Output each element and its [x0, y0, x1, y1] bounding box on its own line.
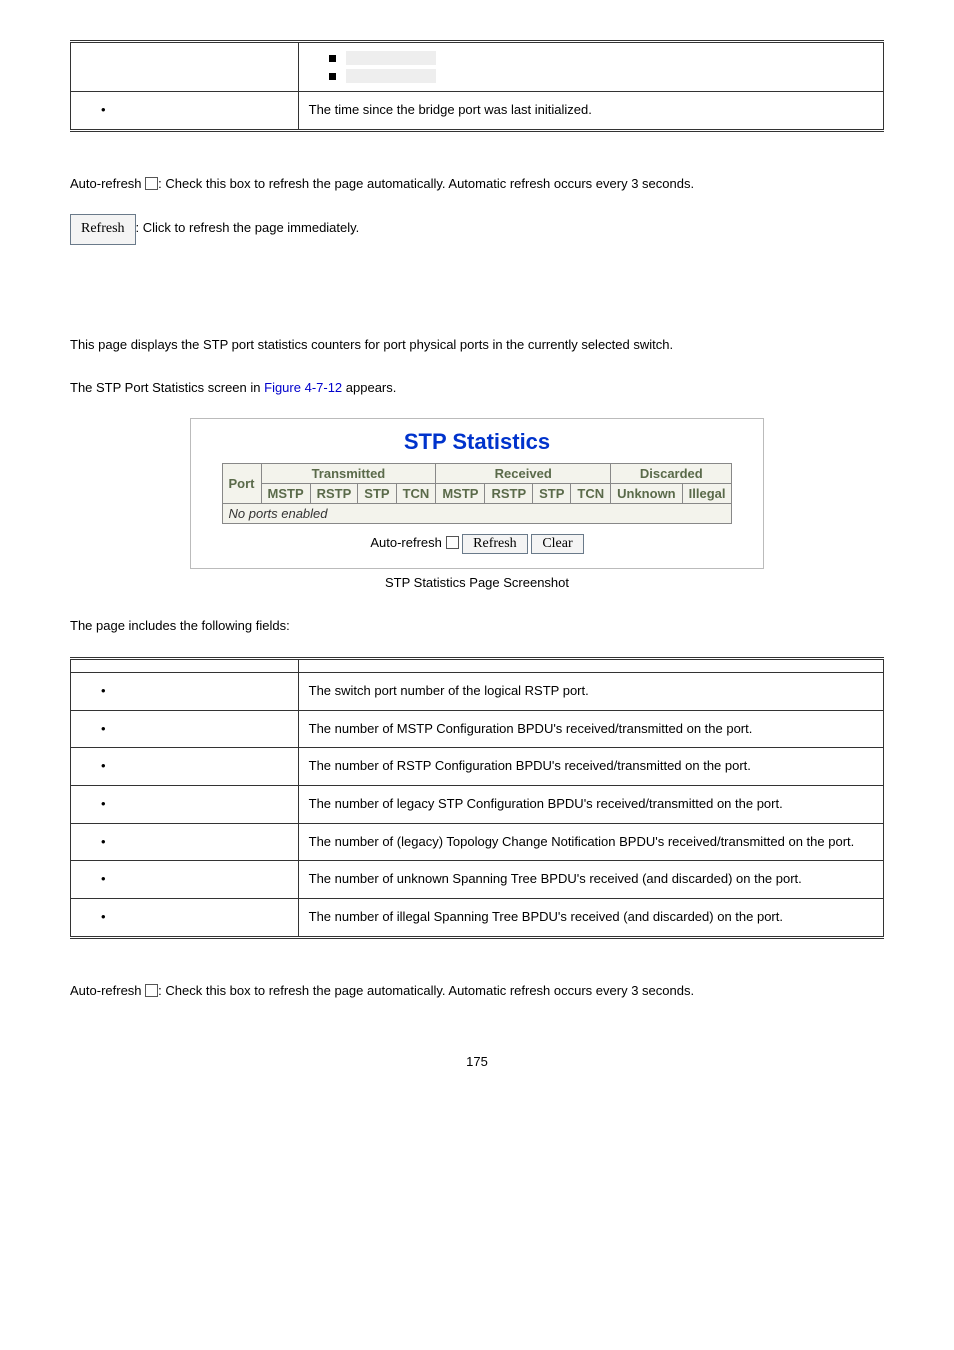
fields-header-right — [298, 659, 883, 673]
group-tx: Transmitted — [261, 464, 436, 484]
page-number: 175 — [70, 1054, 884, 1069]
intro-line2: The STP Port Statistics screen in Figure… — [70, 376, 884, 401]
stp-caption: STP Statistics Page Screenshot — [70, 575, 884, 590]
col-rx-stp: STP — [533, 484, 571, 504]
field-label: • — [71, 861, 299, 899]
stp-autorefresh-checkbox[interactable] — [446, 536, 459, 549]
field-desc: The number of MSTP Configuration BPDU's … — [298, 710, 883, 748]
field-label: • — [71, 748, 299, 786]
bullet-1 — [309, 49, 873, 67]
figure-link[interactable]: Figure 4-7-12 — [264, 380, 342, 395]
refresh-line: Refresh: Click to refresh the page immed… — [70, 214, 884, 245]
top-row2-right: The time since the bridge port was last … — [298, 92, 883, 131]
col-tx-tcn: TCN — [396, 484, 436, 504]
autorefresh-line-1: Auto-refresh : Check this box to refresh… — [70, 172, 884, 197]
top-cell-left — [71, 42, 299, 92]
field-desc: The number of illegal Spanning Tree BPDU… — [298, 899, 883, 938]
field-label: • — [71, 899, 299, 938]
group-disc: Discarded — [611, 464, 732, 484]
top-cell-right — [298, 42, 883, 92]
col-port: Port — [222, 464, 261, 504]
stp-controls: Auto-refresh Refresh Clear — [203, 534, 751, 554]
stp-figure: STP Statistics Port Transmitted Received… — [190, 418, 764, 569]
intro-line1: This page displays the STP port statisti… — [70, 333, 884, 358]
checkbox-icon — [145, 177, 158, 190]
col-rx-rstp: RSTP — [485, 484, 533, 504]
col-tx-stp: STP — [358, 484, 396, 504]
stp-refresh-button[interactable]: Refresh — [462, 534, 528, 554]
stp-title: STP Statistics — [203, 429, 751, 455]
fields-intro: The page includes the following fields: — [70, 614, 884, 639]
fields-table: •The switch port number of the logical R… — [70, 657, 884, 939]
col-disc-illegal: Illegal — [682, 484, 732, 504]
top-row2-left: • — [71, 92, 299, 131]
field-desc: The number of (legacy) Topology Change N… — [298, 823, 883, 861]
checkbox-icon — [145, 984, 158, 997]
stp-autorefresh-label: Auto-refresh — [370, 535, 442, 550]
col-tx-mstp: MSTP — [261, 484, 310, 504]
fields-header-left — [71, 659, 299, 673]
top-table: • The time since the bridge port was las… — [70, 40, 884, 132]
col-rx-tcn: TCN — [571, 484, 611, 504]
col-rx-mstp: MSTP — [436, 484, 485, 504]
field-label: • — [71, 823, 299, 861]
field-label: • — [71, 710, 299, 748]
stp-table: Port Transmitted Received Discarded MSTP… — [222, 463, 733, 524]
field-desc: The number of legacy STP Configuration B… — [298, 786, 883, 824]
field-desc: The number of RSTP Configuration BPDU's … — [298, 748, 883, 786]
autorefresh-line-2: Auto-refresh : Check this box to refresh… — [70, 979, 884, 1004]
field-desc: The number of unknown Spanning Tree BPDU… — [298, 861, 883, 899]
stp-clear-button[interactable]: Clear — [531, 534, 583, 554]
field-desc: The switch port number of the logical RS… — [298, 673, 883, 711]
col-tx-rstp: RSTP — [310, 484, 358, 504]
field-label: • — [71, 786, 299, 824]
field-label: • — [71, 673, 299, 711]
col-disc-unknown: Unknown — [611, 484, 683, 504]
no-ports: No ports enabled — [222, 504, 732, 524]
bullet-2 — [309, 67, 873, 85]
group-rx: Received — [436, 464, 611, 484]
refresh-button[interactable]: Refresh — [70, 214, 136, 245]
